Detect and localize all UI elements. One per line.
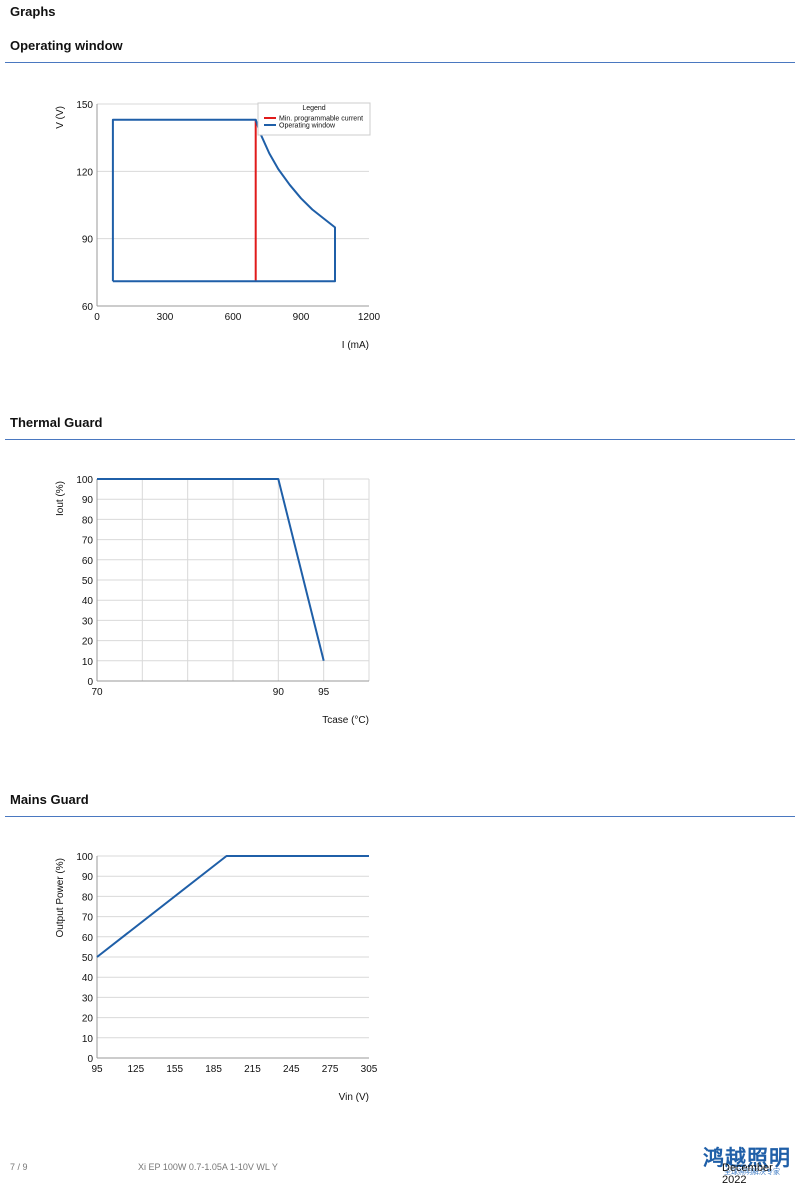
legend-entry: Min. programmable current [279,116,363,123]
y-tick-label: 60 [82,556,94,567]
y-tick-label: 120 [76,167,93,178]
page-number: 7 / 9 [10,1162,28,1172]
x-tick-label: 245 [283,1064,300,1075]
y-tick-label: 90 [82,235,94,246]
legend-entry: Operating window [279,123,336,130]
section-divider [5,62,795,63]
y-tick-label: 60 [82,933,94,944]
product-name: Xi EP 100W 0.7-1.05A 1-10V WL Y [138,1162,278,1172]
y-tick-label: 10 [82,657,94,668]
section-divider [5,816,795,817]
y-tick-label: 40 [82,973,94,984]
mains-guard-chart: 95 125 155 185 215 245 275 305 0 10 20 30 40 50 60 70 80… [55,852,378,1103]
y-tick-label: 60 [82,302,94,313]
y-tick-label: 0 [87,677,93,688]
x-tick-label: 275 [322,1064,339,1075]
x-tick-label: 125 [128,1064,145,1075]
x-tick-label: 900 [293,312,310,323]
y-tick-label: 0 [87,1054,93,1065]
section-title-mains-guard: Mains Guard [10,792,89,807]
x-tick-label: 90 [273,687,285,698]
y-axis-label: Iout (%) [55,481,66,516]
watermark-logo: 鸿越照明 [703,1147,791,1170]
series-line-0 [97,478,325,662]
section-title-operating-window: Operating window [10,38,123,53]
y-tick-label: 10 [82,1034,94,1045]
page-title: Graphs [10,4,56,19]
x-axis-label: Vin (V) [339,1092,369,1103]
x-tick-label: 0 [94,312,100,323]
y-tick-label: 150 [76,100,93,111]
y-tick-label: 90 [82,495,94,506]
x-tick-label: 95 [318,687,330,698]
y-tick-label: 80 [82,515,94,526]
y-tick-label: 30 [82,993,94,1004]
y-tick-label: 80 [82,892,94,903]
y-axis-label: Output Power (%) [55,858,66,937]
x-tick-label: 155 [166,1064,183,1075]
series-line-1 [111,118,336,283]
x-tick-label: 95 [91,1064,103,1075]
y-tick-label: 100 [76,852,93,863]
y-tick-label: 70 [82,536,94,547]
operating-window-chart: 0 300 600 900 1200 60 90 120 150 I (mA) V (V) Legen… [55,100,381,351]
y-tick-label: 20 [82,1014,94,1025]
x-axis-label: Tcase (°C) [322,715,369,726]
section-divider [5,439,795,440]
y-tick-label: 20 [82,637,94,648]
document-date: December 2022 [722,1162,773,1186]
x-tick-label: 215 [244,1064,261,1075]
legend-box [257,102,371,136]
x-tick-label: 600 [225,312,242,323]
y-axis-label: V (V) [55,106,66,129]
x-tick-label: 1200 [358,312,381,323]
y-tick-label: 100 [76,475,93,486]
y-tick-label: 70 [82,913,94,924]
x-tick-label: 300 [157,312,174,323]
x-tick-label: 305 [361,1064,378,1075]
section-title-thermal-guard: Thermal Guard [10,415,103,430]
x-tick-label: 185 [205,1064,222,1075]
y-tick-label: 40 [82,596,94,607]
y-tick-label: 90 [82,872,94,883]
x-axis-label: I (mA) [342,340,369,351]
thermal-guard-chart: 70 90 95 0 10 20 30 40 50 60 70 80 90 100 Tcase (°C) Io… [55,475,370,726]
y-tick-label: 50 [82,576,94,587]
y-tick-label: 50 [82,953,94,964]
watermark-tagline: 全球照明解决专家 [724,1169,780,1176]
series-line-0 [96,855,369,958]
legend-title: Legend [302,105,325,112]
x-tick-label: 70 [91,687,103,698]
y-tick-label: 30 [82,616,94,627]
